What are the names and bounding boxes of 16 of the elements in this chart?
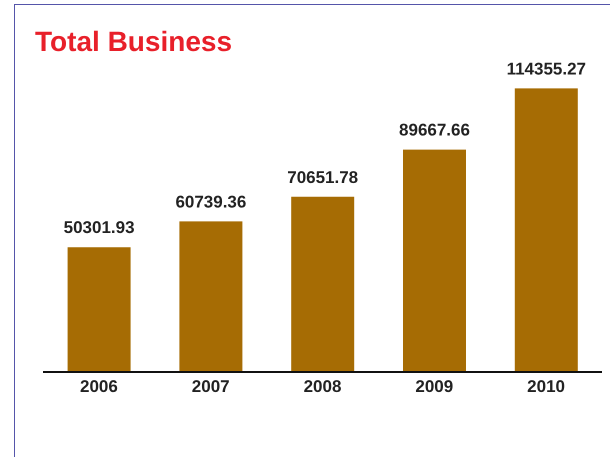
data-label: 70651.78	[287, 168, 358, 187]
data-label: 50301.93	[64, 218, 135, 238]
x-tick-label: 2008	[304, 377, 342, 396]
bar	[68, 247, 131, 372]
bar	[402, 150, 466, 372]
x-tick-label: 2009	[415, 377, 454, 396]
data-label: 89667.66	[399, 120, 470, 140]
bar	[291, 196, 354, 372]
x-tick-label: 2006	[80, 377, 118, 396]
chart-title: Total Business	[35, 26, 232, 58]
data-label: 114355.27	[506, 59, 586, 78]
x-tick-label: 2010	[527, 377, 566, 396]
data-label: 60739.36	[175, 192, 246, 212]
bar	[514, 88, 578, 372]
bar	[179, 221, 242, 372]
x-tick-label: 2007	[192, 377, 230, 396]
